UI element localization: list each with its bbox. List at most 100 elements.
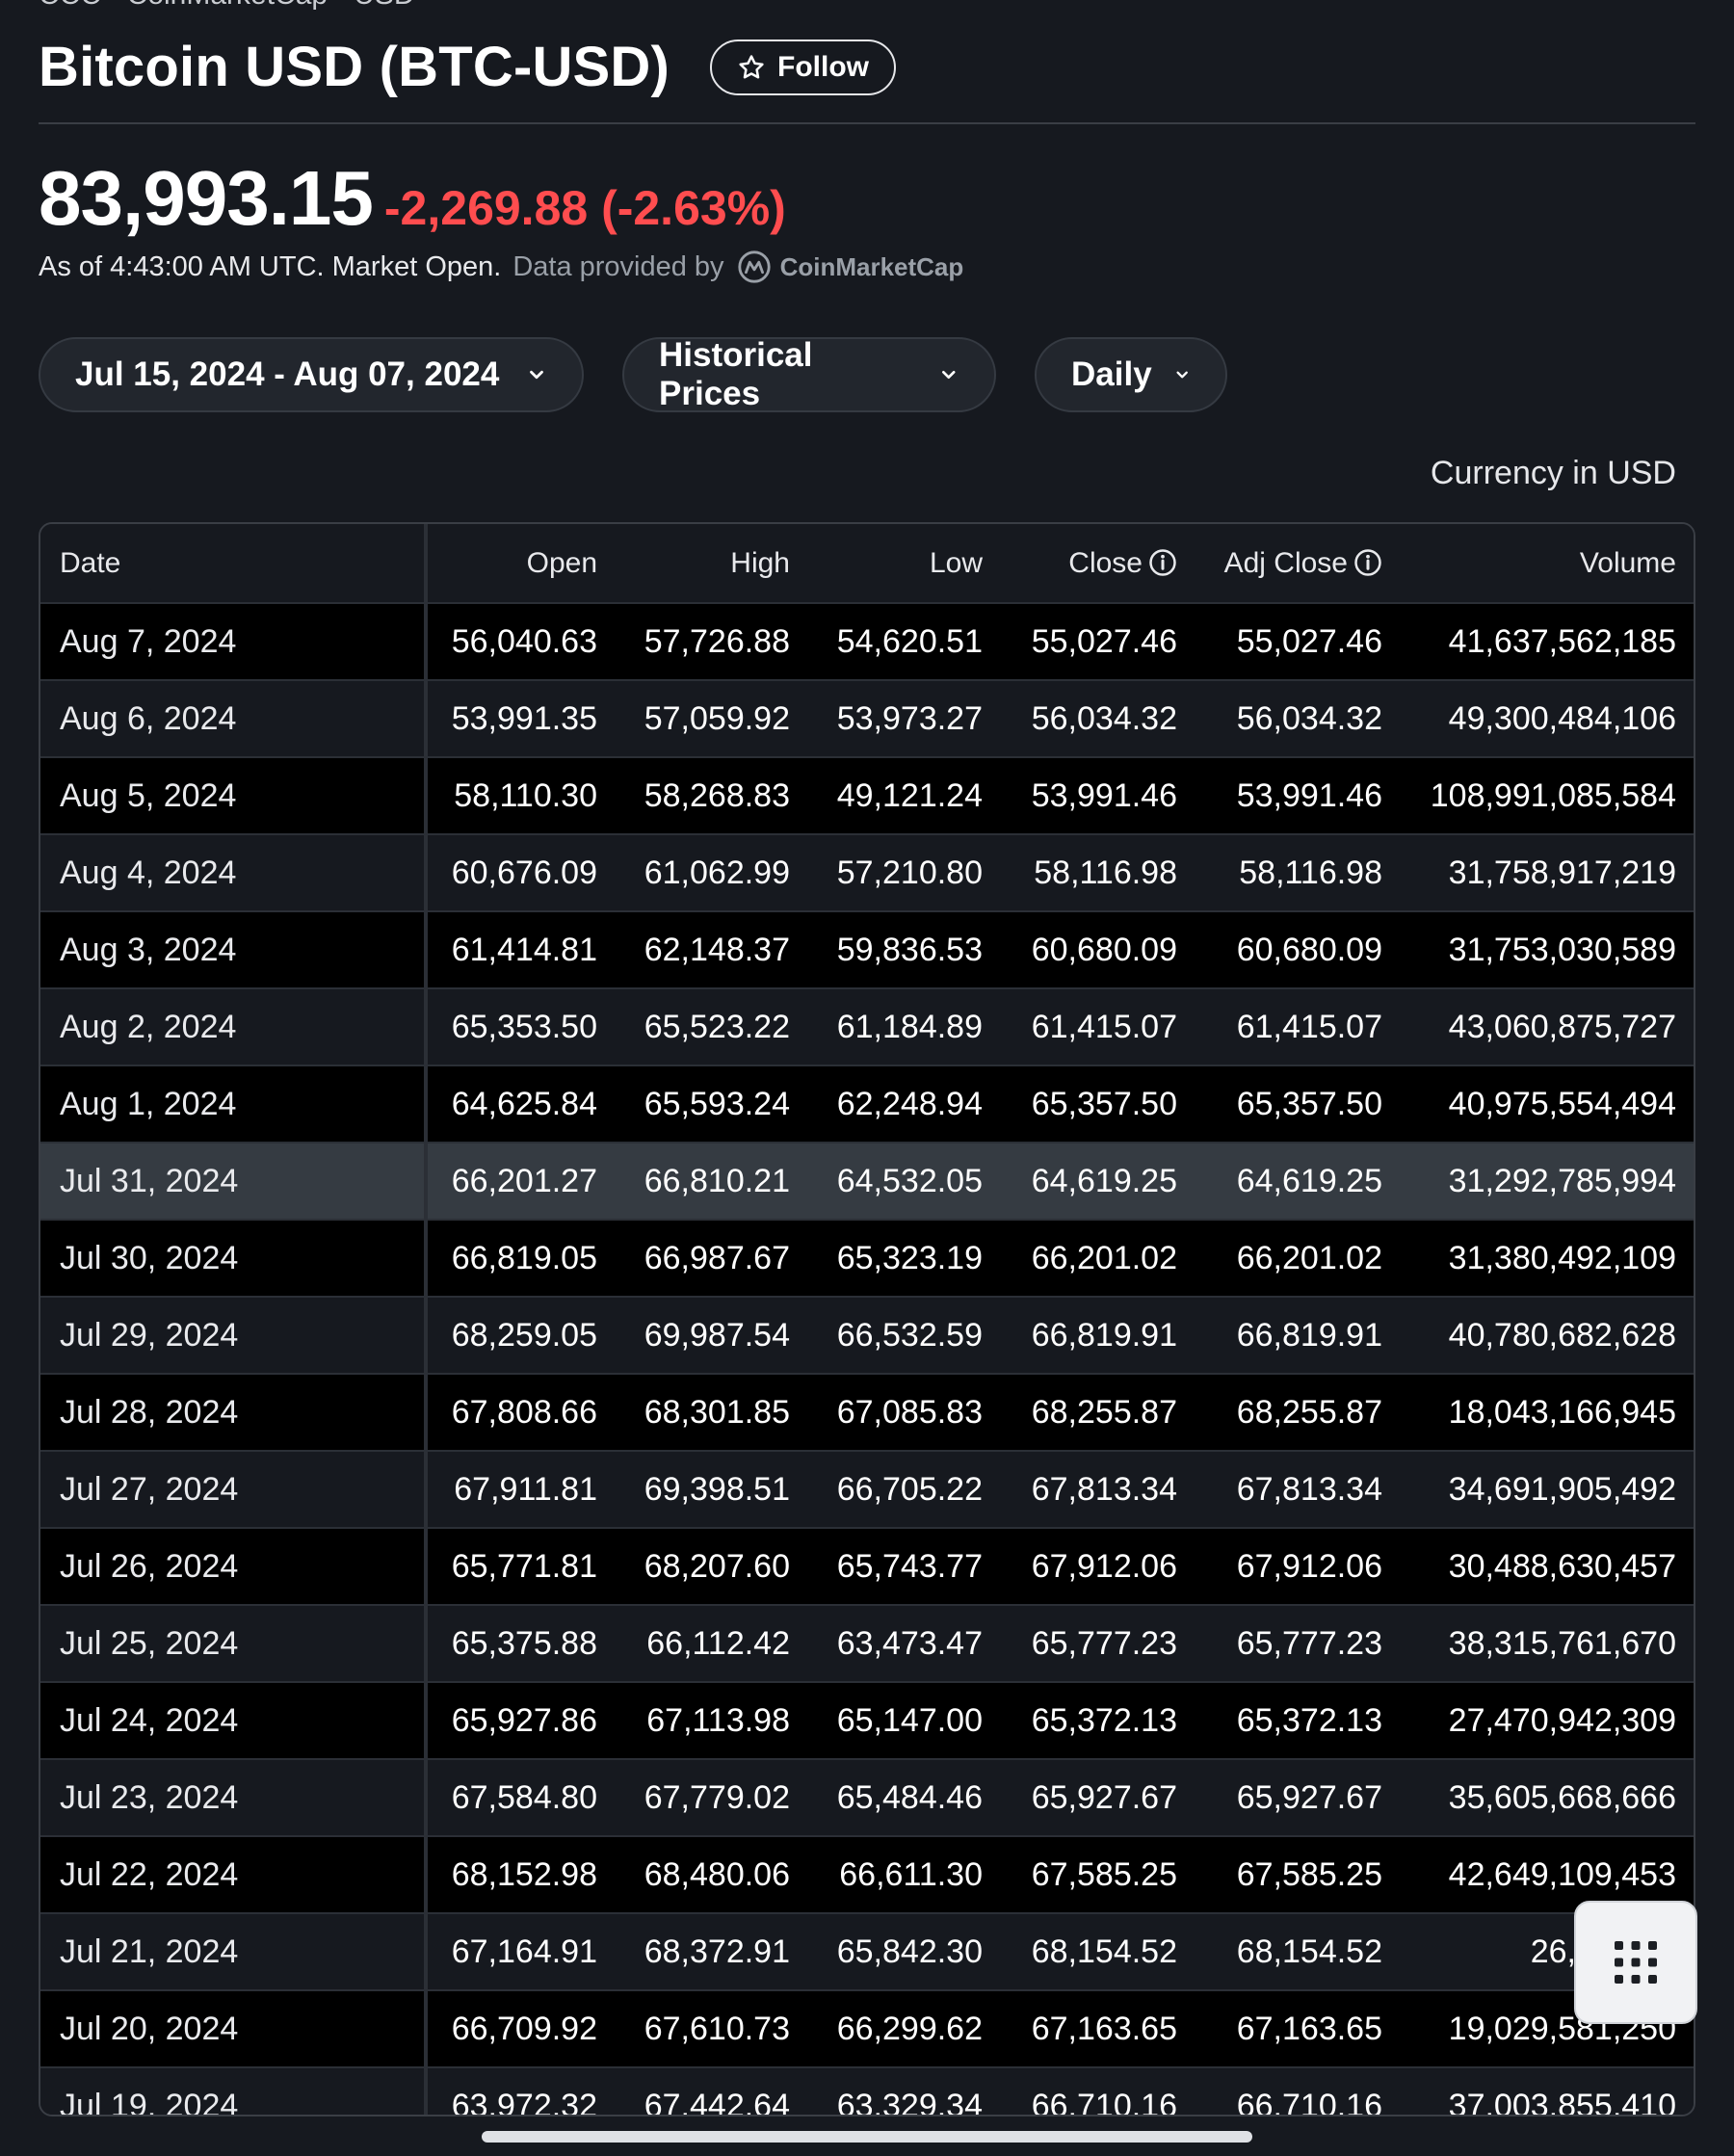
cell-low: 66,611.30 (811, 1835, 1004, 1913)
cell-open: 58,110.30 (426, 756, 618, 834)
cell-date: Aug 3, 2024 (40, 910, 428, 988)
cell-close: 67,163.65 (1004, 1989, 1198, 2067)
horizontal-scrollbar[interactable] (482, 2131, 1252, 2143)
table-row[interactable]: Aug 5, 2024 58,110.30 58,268.83 49,121.24 53… (40, 756, 1694, 834)
cell-adj-close: 65,357.50 (1198, 1065, 1404, 1143)
cell-date: Aug 5, 2024 (40, 756, 428, 834)
cell-low: 66,705.22 (811, 1450, 1004, 1528)
table-row[interactable]: Jul 25, 2024 65,375.88 66,112.42 63,473.47 6… (40, 1604, 1694, 1682)
cell-open: 66,201.27 (426, 1142, 618, 1220)
cell-date: Jul 22, 2024 (40, 1835, 428, 1913)
table-header-row: Date Open High Low Close Adj Close Volum… (40, 524, 1694, 603)
cell-high: 66,112.42 (618, 1604, 811, 1682)
cell-volume: 31,758,917,219 (1404, 833, 1694, 911)
table-row[interactable]: Jul 22, 2024 68,152.98 68,480.06 66,611.30 6… (40, 1835, 1694, 1913)
cell-date: Jul 21, 2024 (40, 1912, 428, 1990)
cell-low: 63,329.34 (811, 2066, 1004, 2115)
cell-volume: 43,060,875,727 (1404, 987, 1694, 1065)
cell-low: 49,121.24 (811, 756, 1004, 834)
cell-high: 61,062.99 (618, 833, 811, 911)
follow-button[interactable]: Follow (710, 39, 897, 95)
cell-high: 69,987.54 (618, 1296, 811, 1374)
cell-close: 68,154.52 (1004, 1912, 1198, 1990)
view-selector[interactable]: Historical Prices (622, 336, 996, 412)
cell-close: 65,777.23 (1004, 1604, 1198, 1682)
coinmarketcap-logo[interactable]: CoinMarketCap (736, 249, 963, 285)
cell-date: Jul 29, 2024 (40, 1296, 428, 1374)
cell-high: 69,398.51 (618, 1450, 811, 1528)
cell-low: 66,299.62 (811, 1989, 1004, 2067)
table-row[interactable]: Jul 21, 2024 67,164.91 68,372.91 65,842.30 6… (40, 1912, 1694, 1990)
table-row[interactable]: Aug 7, 2024 56,040.63 57,726.88 54,620.51 55… (40, 602, 1694, 680)
date-range-label: Jul 15, 2024 - Aug 07, 2024 (75, 355, 500, 393)
table-row[interactable]: Jul 26, 2024 65,771.81 68,207.60 65,743.77 6… (40, 1527, 1694, 1605)
cell-high: 57,059.92 (618, 679, 811, 757)
cell-high: 67,779.02 (618, 1758, 811, 1836)
info-icon[interactable] (1353, 548, 1382, 577)
cell-volume: 38,315,761,670 (1404, 1604, 1694, 1682)
cell-close: 66,201.02 (1004, 1219, 1198, 1297)
cell-high: 66,987.67 (618, 1219, 811, 1297)
price-change: -2,269.88 (-2.63%) (383, 181, 786, 235)
column-header-close[interactable]: Close (1004, 524, 1198, 603)
cell-volume: 41,637,562,185 (1404, 602, 1694, 680)
cell-volume: 31,292,785,994 (1404, 1142, 1694, 1220)
table-row[interactable]: Aug 4, 2024 60,676.09 61,062.99 57,210.80 58… (40, 833, 1694, 911)
column-header-date[interactable]: Date (40, 524, 428, 603)
title-row: Bitcoin USD (BTC-USD) Follow (39, 35, 897, 99)
column-header-volume[interactable]: Volume (1404, 524, 1694, 603)
cell-open: 67,164.91 (426, 1912, 618, 1990)
date-range-selector[interactable]: Jul 15, 2024 - Aug 07, 2024 (39, 337, 584, 412)
table-row[interactable]: Jul 30, 2024 66,819.05 66,987.67 65,323.19 6… (40, 1219, 1694, 1297)
table-row[interactable]: Jul 19, 2024 63,972.32 67,442.64 63,329.34 6… (40, 2066, 1694, 2115)
cell-close: 67,813.34 (1004, 1450, 1198, 1528)
cell-low: 66,532.59 (811, 1296, 1004, 1374)
cell-adj-close: 65,372.13 (1198, 1681, 1404, 1759)
table-row[interactable]: Jul 20, 2024 66,709.92 67,610.73 66,299.62 6… (40, 1989, 1694, 2067)
cell-open: 67,808.66 (426, 1373, 618, 1451)
cell-volume: 31,753,030,589 (1404, 910, 1694, 988)
cell-close: 53,991.46 (1004, 756, 1198, 834)
column-header-high[interactable]: High (618, 524, 811, 603)
table-row[interactable]: Jul 28, 2024 67,808.66 68,301.85 67,085.83 6… (40, 1373, 1694, 1451)
table-row[interactable]: Aug 2, 2024 65,353.50 65,523.22 61,184.89 61… (40, 987, 1694, 1065)
cell-close: 55,027.46 (1004, 602, 1198, 680)
cell-date: Jul 30, 2024 (40, 1219, 428, 1297)
cell-low: 65,147.00 (811, 1681, 1004, 1759)
table-row[interactable]: Jul 24, 2024 65,927.86 67,113.98 65,147.00 6… (40, 1681, 1694, 1759)
market-status-row: As of 4:43:00 AM UTC. Market Open. Data … (39, 249, 963, 285)
cell-open: 65,353.50 (426, 987, 618, 1065)
frequency-selector[interactable]: Daily (1035, 337, 1227, 412)
price-table: Date Open High Low Close Adj Close Volum… (40, 524, 1694, 2115)
quick-menu-button[interactable] (1574, 1901, 1697, 2024)
column-header-open[interactable]: Open (426, 524, 618, 603)
chevron-down-icon (942, 370, 956, 380)
cell-low: 63,473.47 (811, 1604, 1004, 1682)
cell-date: Jul 31, 2024 (40, 1142, 428, 1220)
cell-low: 62,248.94 (811, 1065, 1004, 1143)
table-row[interactable]: Jul 31, 2024 66,201.27 66,810.21 64,532.05 6… (40, 1142, 1694, 1220)
cell-open: 65,927.86 (426, 1681, 618, 1759)
cell-date: Aug 7, 2024 (40, 602, 428, 680)
table-row[interactable]: Aug 1, 2024 64,625.84 65,593.24 62,248.94 65… (40, 1065, 1694, 1143)
cell-date: Jul 19, 2024 (40, 2066, 428, 2115)
cell-date: Aug 1, 2024 (40, 1065, 428, 1143)
cell-low: 67,085.83 (811, 1373, 1004, 1451)
cell-close: 65,357.50 (1004, 1065, 1198, 1143)
table-row[interactable]: Jul 27, 2024 67,911.81 69,398.51 66,705.22 6… (40, 1450, 1694, 1528)
info-icon[interactable] (1148, 548, 1177, 577)
column-header-low[interactable]: Low (811, 524, 1004, 603)
cell-adj-close: 66,710.16 (1198, 2066, 1404, 2115)
table-row[interactable]: Jul 23, 2024 67,584.80 67,779.02 65,484.46 6… (40, 1758, 1694, 1836)
breadcrumb: CCC - CoinMarketCap • USD (39, 0, 415, 12)
cell-adj-close: 53,991.46 (1198, 756, 1404, 834)
cell-date: Jul 25, 2024 (40, 1604, 428, 1682)
cell-open: 68,259.05 (426, 1296, 618, 1374)
table-row[interactable]: Jul 29, 2024 68,259.05 69,987.54 66,532.59 6… (40, 1296, 1694, 1374)
cell-close: 65,927.67 (1004, 1758, 1198, 1836)
column-header-adj-close[interactable]: Adj Close (1198, 524, 1404, 603)
cell-open: 67,584.80 (426, 1758, 618, 1836)
table-row[interactable]: Aug 6, 2024 53,991.35 57,059.92 53,973.27 56… (40, 679, 1694, 757)
view-label: Historical Prices (659, 336, 813, 412)
table-row[interactable]: Aug 3, 2024 61,414.81 62,148.37 59,836.53 60… (40, 910, 1694, 988)
